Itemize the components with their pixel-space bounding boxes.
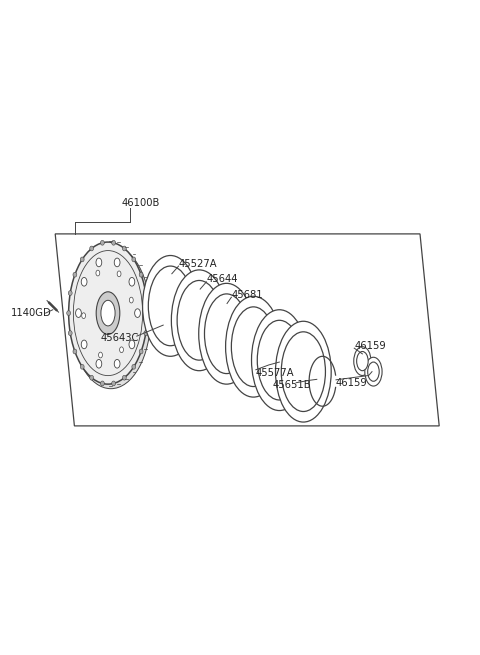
Ellipse shape xyxy=(132,257,136,262)
Ellipse shape xyxy=(226,296,281,397)
Text: 1140GD: 1140GD xyxy=(11,308,51,318)
Text: 45527A: 45527A xyxy=(179,259,217,269)
Ellipse shape xyxy=(112,381,116,386)
Text: 46159: 46159 xyxy=(354,341,386,350)
Ellipse shape xyxy=(117,271,121,276)
Ellipse shape xyxy=(122,375,126,380)
Ellipse shape xyxy=(134,309,140,318)
Ellipse shape xyxy=(281,332,325,411)
Ellipse shape xyxy=(139,272,143,277)
Ellipse shape xyxy=(96,360,102,368)
Ellipse shape xyxy=(132,364,136,369)
Ellipse shape xyxy=(68,331,72,335)
Ellipse shape xyxy=(69,242,147,384)
Ellipse shape xyxy=(81,278,87,286)
Text: 45644: 45644 xyxy=(206,274,238,284)
Ellipse shape xyxy=(199,284,254,384)
Ellipse shape xyxy=(73,349,77,354)
Text: 45643C: 45643C xyxy=(101,333,139,343)
Text: 45577A: 45577A xyxy=(256,368,294,378)
Ellipse shape xyxy=(80,257,84,262)
Ellipse shape xyxy=(81,340,87,348)
Ellipse shape xyxy=(171,270,227,371)
Ellipse shape xyxy=(73,272,77,277)
Ellipse shape xyxy=(204,294,249,373)
Ellipse shape xyxy=(80,364,84,369)
Ellipse shape xyxy=(82,313,85,318)
Ellipse shape xyxy=(257,320,301,400)
Ellipse shape xyxy=(100,381,104,386)
Ellipse shape xyxy=(130,297,133,303)
Ellipse shape xyxy=(177,280,221,360)
Ellipse shape xyxy=(120,347,123,352)
Ellipse shape xyxy=(368,362,379,381)
Ellipse shape xyxy=(100,240,104,245)
Ellipse shape xyxy=(252,310,307,411)
Ellipse shape xyxy=(122,246,126,251)
Ellipse shape xyxy=(139,349,143,354)
Ellipse shape xyxy=(90,246,94,251)
Text: 45681: 45681 xyxy=(231,290,263,300)
Ellipse shape xyxy=(71,245,151,388)
Ellipse shape xyxy=(101,300,115,326)
Text: 45651B: 45651B xyxy=(273,380,311,390)
Ellipse shape xyxy=(96,291,120,335)
Ellipse shape xyxy=(76,309,82,318)
Ellipse shape xyxy=(357,352,368,371)
Text: 46159: 46159 xyxy=(336,378,368,388)
Ellipse shape xyxy=(98,352,102,358)
Ellipse shape xyxy=(144,291,148,295)
Ellipse shape xyxy=(148,266,192,346)
Ellipse shape xyxy=(145,310,149,316)
Ellipse shape xyxy=(129,340,135,348)
Ellipse shape xyxy=(68,291,72,295)
Ellipse shape xyxy=(67,310,71,316)
Ellipse shape xyxy=(354,346,371,375)
Text: 46100B: 46100B xyxy=(121,198,160,208)
Ellipse shape xyxy=(114,258,120,267)
Ellipse shape xyxy=(114,360,120,368)
Ellipse shape xyxy=(144,331,148,335)
Ellipse shape xyxy=(365,357,382,386)
Ellipse shape xyxy=(231,307,276,386)
Ellipse shape xyxy=(112,240,116,245)
Ellipse shape xyxy=(90,375,94,380)
Ellipse shape xyxy=(129,278,135,286)
Ellipse shape xyxy=(143,255,198,356)
Ellipse shape xyxy=(276,321,331,422)
Ellipse shape xyxy=(96,270,100,276)
Ellipse shape xyxy=(96,258,102,267)
